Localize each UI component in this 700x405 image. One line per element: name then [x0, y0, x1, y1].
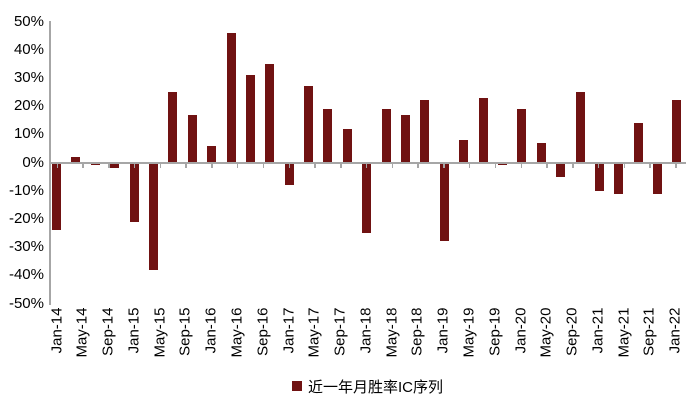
- x-tick-Jan-16: [211, 163, 213, 168]
- x-tick-label: Jan-17: [280, 307, 298, 353]
- y-tick-label: 40%: [13, 40, 44, 58]
- bar-Jan-16: [207, 145, 217, 163]
- x-tick-May-20: [546, 163, 548, 168]
- bar-Jan-15: [129, 162, 139, 222]
- x-tick-label: May-16: [228, 307, 246, 358]
- x-tick-label: Jan-15: [125, 307, 143, 353]
- bar-Apr-15: [148, 162, 158, 270]
- x-tick-Sep-20: [572, 163, 574, 168]
- bar-Jan-14: [52, 162, 61, 231]
- bar-Jul-18: [401, 114, 411, 163]
- bar-Apr-19: [459, 139, 469, 163]
- x-tick-Jan-18: [365, 163, 368, 168]
- x-tick-label: May-15: [151, 307, 169, 358]
- x-tick-label: Sep-20: [563, 307, 581, 356]
- x-tick-label: Sep-14: [99, 307, 117, 356]
- bar-Jul-16: [245, 75, 255, 163]
- bar-Apr-18: [381, 108, 391, 163]
- x-tick-Sep-15: [185, 163, 187, 168]
- x-tick-label: Jan-22: [666, 307, 684, 353]
- x-tick-Jan-19: [443, 163, 445, 168]
- x-tick-Sep-18: [417, 163, 419, 168]
- x-tick-label: Jan-16: [202, 307, 220, 353]
- x-tick-label: Sep-15: [176, 307, 194, 356]
- bar-Jul-19: [478, 97, 488, 163]
- bar-Oct-19: [497, 162, 507, 166]
- x-tick-label: May-14: [73, 307, 91, 358]
- x-tick-May-16: [236, 163, 239, 168]
- y-tick-label: -20%: [8, 209, 44, 227]
- x-axis-line: [49, 161, 686, 164]
- bar-Jul-15: [168, 92, 178, 163]
- x-tick-Jan-15: [133, 163, 136, 168]
- bar-Apr-16: [226, 32, 236, 163]
- x-tick-label: Sep-19: [486, 307, 504, 356]
- y-tick-label: 20%: [13, 97, 44, 115]
- x-tick-Jan-17: [288, 163, 291, 168]
- y-tick-label: -10%: [8, 181, 44, 199]
- x-tick-label: May-20: [537, 307, 555, 358]
- bar-Oct-15: [187, 114, 197, 163]
- x-tick-Sep-19: [494, 163, 497, 168]
- x-tick-label: Sep-17: [331, 307, 349, 356]
- bar-Jan-17: [284, 162, 294, 186]
- x-tick-Sep-16: [262, 163, 265, 168]
- x-tick-Jan-22: [675, 163, 677, 168]
- bar-Jul-21: [633, 123, 643, 163]
- x-tick-Jan-20: [520, 163, 523, 168]
- x-tick-Sep-21: [649, 163, 651, 168]
- x-tick-label: Jan-21: [589, 307, 607, 353]
- x-tick-label: Sep-16: [254, 307, 272, 356]
- bar-Jan-22: [672, 100, 682, 163]
- x-tick-label: Jan-19: [434, 307, 452, 353]
- legend-label: 近一年月胜率IC序列: [307, 378, 443, 396]
- x-tick-May-14: [82, 163, 84, 168]
- x-tick-label: May-21: [615, 307, 633, 358]
- x-tick-May-15: [159, 163, 162, 168]
- y-tick-label: 50%: [13, 12, 44, 30]
- x-tick-May-21: [623, 163, 626, 168]
- x-tick-label: Sep-18: [408, 307, 426, 356]
- bar-Oct-20: [575, 92, 585, 163]
- x-tick-label: Jan-18: [357, 307, 375, 353]
- bar-Apr-14: [71, 156, 81, 163]
- x-tick-Sep-17: [340, 163, 342, 168]
- bar-Oct-16: [265, 63, 275, 163]
- bar-Oct-18: [420, 100, 430, 163]
- x-tick-Jan-21: [597, 163, 600, 168]
- bar-Jul-14: [90, 162, 100, 166]
- bar-Jan-20: [517, 108, 527, 163]
- x-tick-May-18: [391, 163, 394, 168]
- legend-marker-icon: [291, 381, 302, 391]
- x-tick-label: May-19: [460, 307, 478, 358]
- bar-Apr-17: [304, 86, 314, 163]
- x-tick-Sep-14: [108, 163, 110, 168]
- x-tick-May-17: [314, 163, 316, 168]
- bar-Oct-21: [653, 162, 663, 194]
- y-tick-label: -30%: [8, 238, 44, 256]
- bar-Oct-14: [110, 162, 120, 169]
- y-tick-label: 0%: [22, 153, 44, 171]
- y-tick-label: -50%: [8, 294, 44, 312]
- bar-Jan-18: [362, 162, 372, 233]
- legend: 近一年月胜率IC序列: [49, 376, 686, 396]
- bar-Apr-21: [614, 162, 624, 194]
- bar-Jan-21: [594, 162, 604, 191]
- x-tick-label: May-18: [383, 307, 401, 358]
- x-tick-label: Jan-14: [48, 307, 65, 353]
- x-tick-Jan-14: [56, 163, 58, 168]
- bar-Jul-20: [556, 162, 566, 177]
- bar-Apr-20: [536, 142, 546, 163]
- bar-Jan-19: [439, 162, 449, 242]
- bar-Oct-17: [342, 128, 352, 163]
- x-tick-label: May-17: [305, 307, 323, 358]
- y-tick-label: -40%: [8, 266, 44, 284]
- y-tick-label: 30%: [13, 68, 44, 86]
- bar-Jul-17: [323, 108, 333, 163]
- x-tick-label: Jan-20: [512, 307, 530, 353]
- x-tick-May-19: [468, 163, 471, 168]
- x-tick-label: Sep-21: [640, 307, 658, 356]
- y-tick-label: 10%: [13, 125, 44, 143]
